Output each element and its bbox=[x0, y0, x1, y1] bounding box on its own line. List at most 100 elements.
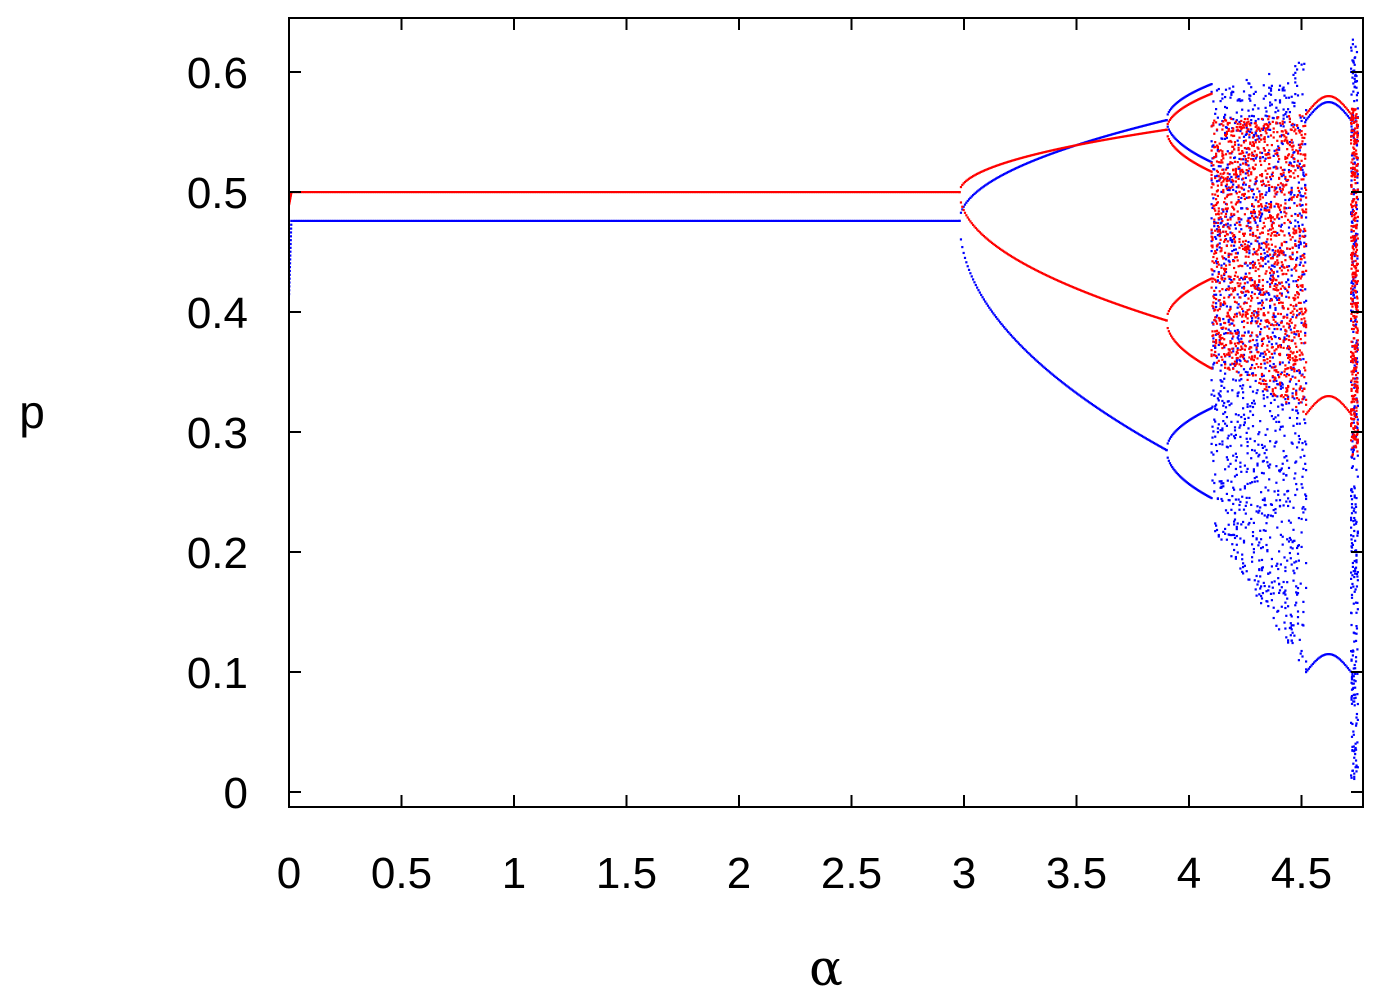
red-series-point bbox=[427, 191, 430, 194]
blue-series-point bbox=[1355, 561, 1358, 564]
blue-series-point bbox=[1281, 425, 1284, 428]
blue-series-point bbox=[1008, 170, 1011, 173]
blue-series-point bbox=[1273, 580, 1276, 583]
red-series-point bbox=[1195, 284, 1199, 288]
red-series-point bbox=[1247, 120, 1250, 123]
blue-series-point bbox=[976, 190, 979, 193]
blue-series-point bbox=[1253, 344, 1256, 347]
red-series-point bbox=[1285, 212, 1288, 215]
blue-series-point bbox=[1278, 246, 1282, 250]
blue-series-point bbox=[1241, 558, 1244, 561]
blue-series-point bbox=[1148, 439, 1152, 442]
red-series-point bbox=[1271, 346, 1274, 349]
blue-series-point bbox=[1228, 189, 1231, 192]
red-series-point bbox=[1227, 127, 1230, 131]
blue-series-point bbox=[702, 219, 706, 222]
blue-series-point bbox=[1234, 557, 1237, 560]
blue-series-point bbox=[1350, 280, 1354, 283]
blue-series-point bbox=[1011, 168, 1014, 172]
red-series-point bbox=[984, 169, 987, 172]
red-series-point bbox=[1144, 131, 1147, 135]
blue-series-point bbox=[1274, 308, 1277, 311]
red-series-point bbox=[1215, 245, 1219, 248]
red-series-point bbox=[1184, 292, 1187, 295]
blue-series-point bbox=[1008, 332, 1011, 335]
red-series-point bbox=[1050, 149, 1053, 152]
blue-series-point bbox=[1233, 244, 1236, 247]
blue-series-point bbox=[1245, 431, 1248, 435]
blue-series-point bbox=[713, 219, 716, 222]
blue-series-point bbox=[881, 219, 884, 222]
blue-series-point bbox=[1288, 551, 1291, 555]
red-series-point bbox=[585, 191, 589, 194]
red-series-point bbox=[1168, 118, 1172, 121]
red-series-point bbox=[1063, 282, 1066, 285]
blue-series-point bbox=[966, 265, 969, 268]
red-series-point bbox=[468, 191, 472, 194]
blue-series-point bbox=[1195, 488, 1199, 491]
red-series-point bbox=[1247, 255, 1250, 258]
red-series-point bbox=[1214, 344, 1217, 347]
blue-series-point bbox=[1302, 505, 1305, 509]
red-series-point bbox=[1238, 190, 1241, 193]
blue-series-point bbox=[1264, 157, 1267, 160]
red-series-point bbox=[459, 191, 463, 194]
red-series-point bbox=[818, 191, 821, 194]
blue-series-point bbox=[1248, 82, 1251, 85]
red-series-point bbox=[945, 191, 949, 194]
blue-series-point bbox=[1296, 166, 1300, 169]
blue-series-point bbox=[1289, 634, 1292, 637]
blue-series-point bbox=[1168, 130, 1172, 133]
red-series-point bbox=[1176, 149, 1179, 152]
red-series-point bbox=[1294, 294, 1297, 297]
blue-series-point bbox=[465, 219, 468, 222]
blue-series-point bbox=[1259, 333, 1262, 336]
blue-series-point bbox=[970, 275, 973, 278]
red-series-point bbox=[317, 191, 320, 194]
blue-series-point bbox=[1296, 417, 1299, 420]
blue-series-point bbox=[1350, 489, 1353, 492]
red-series-point bbox=[474, 191, 477, 194]
red-series-point bbox=[1183, 105, 1186, 109]
red-series-point bbox=[1262, 291, 1265, 294]
blue-series-point bbox=[1035, 158, 1038, 161]
blue-series-point bbox=[1302, 171, 1305, 174]
red-series-point bbox=[1121, 135, 1125, 138]
red-series-point bbox=[1069, 145, 1072, 148]
red-series-point bbox=[1115, 136, 1118, 139]
blue-series-point bbox=[1235, 312, 1238, 315]
red-series-point bbox=[1236, 122, 1239, 125]
blue-series-point bbox=[1351, 131, 1354, 134]
red-series-point bbox=[1274, 288, 1277, 291]
red-series-point bbox=[1239, 305, 1242, 308]
blue-series-point bbox=[1235, 527, 1238, 531]
blue-series-point bbox=[1283, 456, 1286, 459]
red-series-point bbox=[1215, 361, 1219, 364]
red-series-point bbox=[1271, 315, 1274, 319]
blue-series-point bbox=[1259, 575, 1262, 578]
red-series-point bbox=[1261, 227, 1264, 230]
blue-series-point bbox=[981, 296, 984, 299]
red-series-point bbox=[1283, 234, 1286, 237]
red-series-point bbox=[1162, 129, 1165, 132]
blue-series-point bbox=[1240, 228, 1243, 231]
blue-series-point bbox=[1215, 302, 1218, 305]
blue-series-point bbox=[1294, 219, 1297, 222]
red-series-point bbox=[1209, 170, 1212, 173]
red-series-point bbox=[1233, 313, 1237, 316]
blue-series-point bbox=[1213, 168, 1216, 171]
blue-series-point bbox=[1297, 441, 1300, 444]
blue-series-point bbox=[1090, 139, 1093, 142]
red-series-point bbox=[1290, 339, 1293, 342]
red-series-point bbox=[857, 191, 860, 194]
red-series-point bbox=[1251, 131, 1254, 134]
blue-series-point bbox=[1244, 504, 1247, 507]
red-series-point bbox=[1273, 378, 1276, 381]
red-series-point bbox=[1260, 293, 1263, 296]
blue-series-point bbox=[1027, 161, 1030, 164]
blue-series-point bbox=[1224, 331, 1228, 335]
blue-series-point bbox=[1090, 403, 1093, 406]
blue-series-point bbox=[1352, 693, 1355, 696]
blue-series-point bbox=[1263, 252, 1266, 255]
blue-series-point bbox=[1350, 526, 1353, 529]
